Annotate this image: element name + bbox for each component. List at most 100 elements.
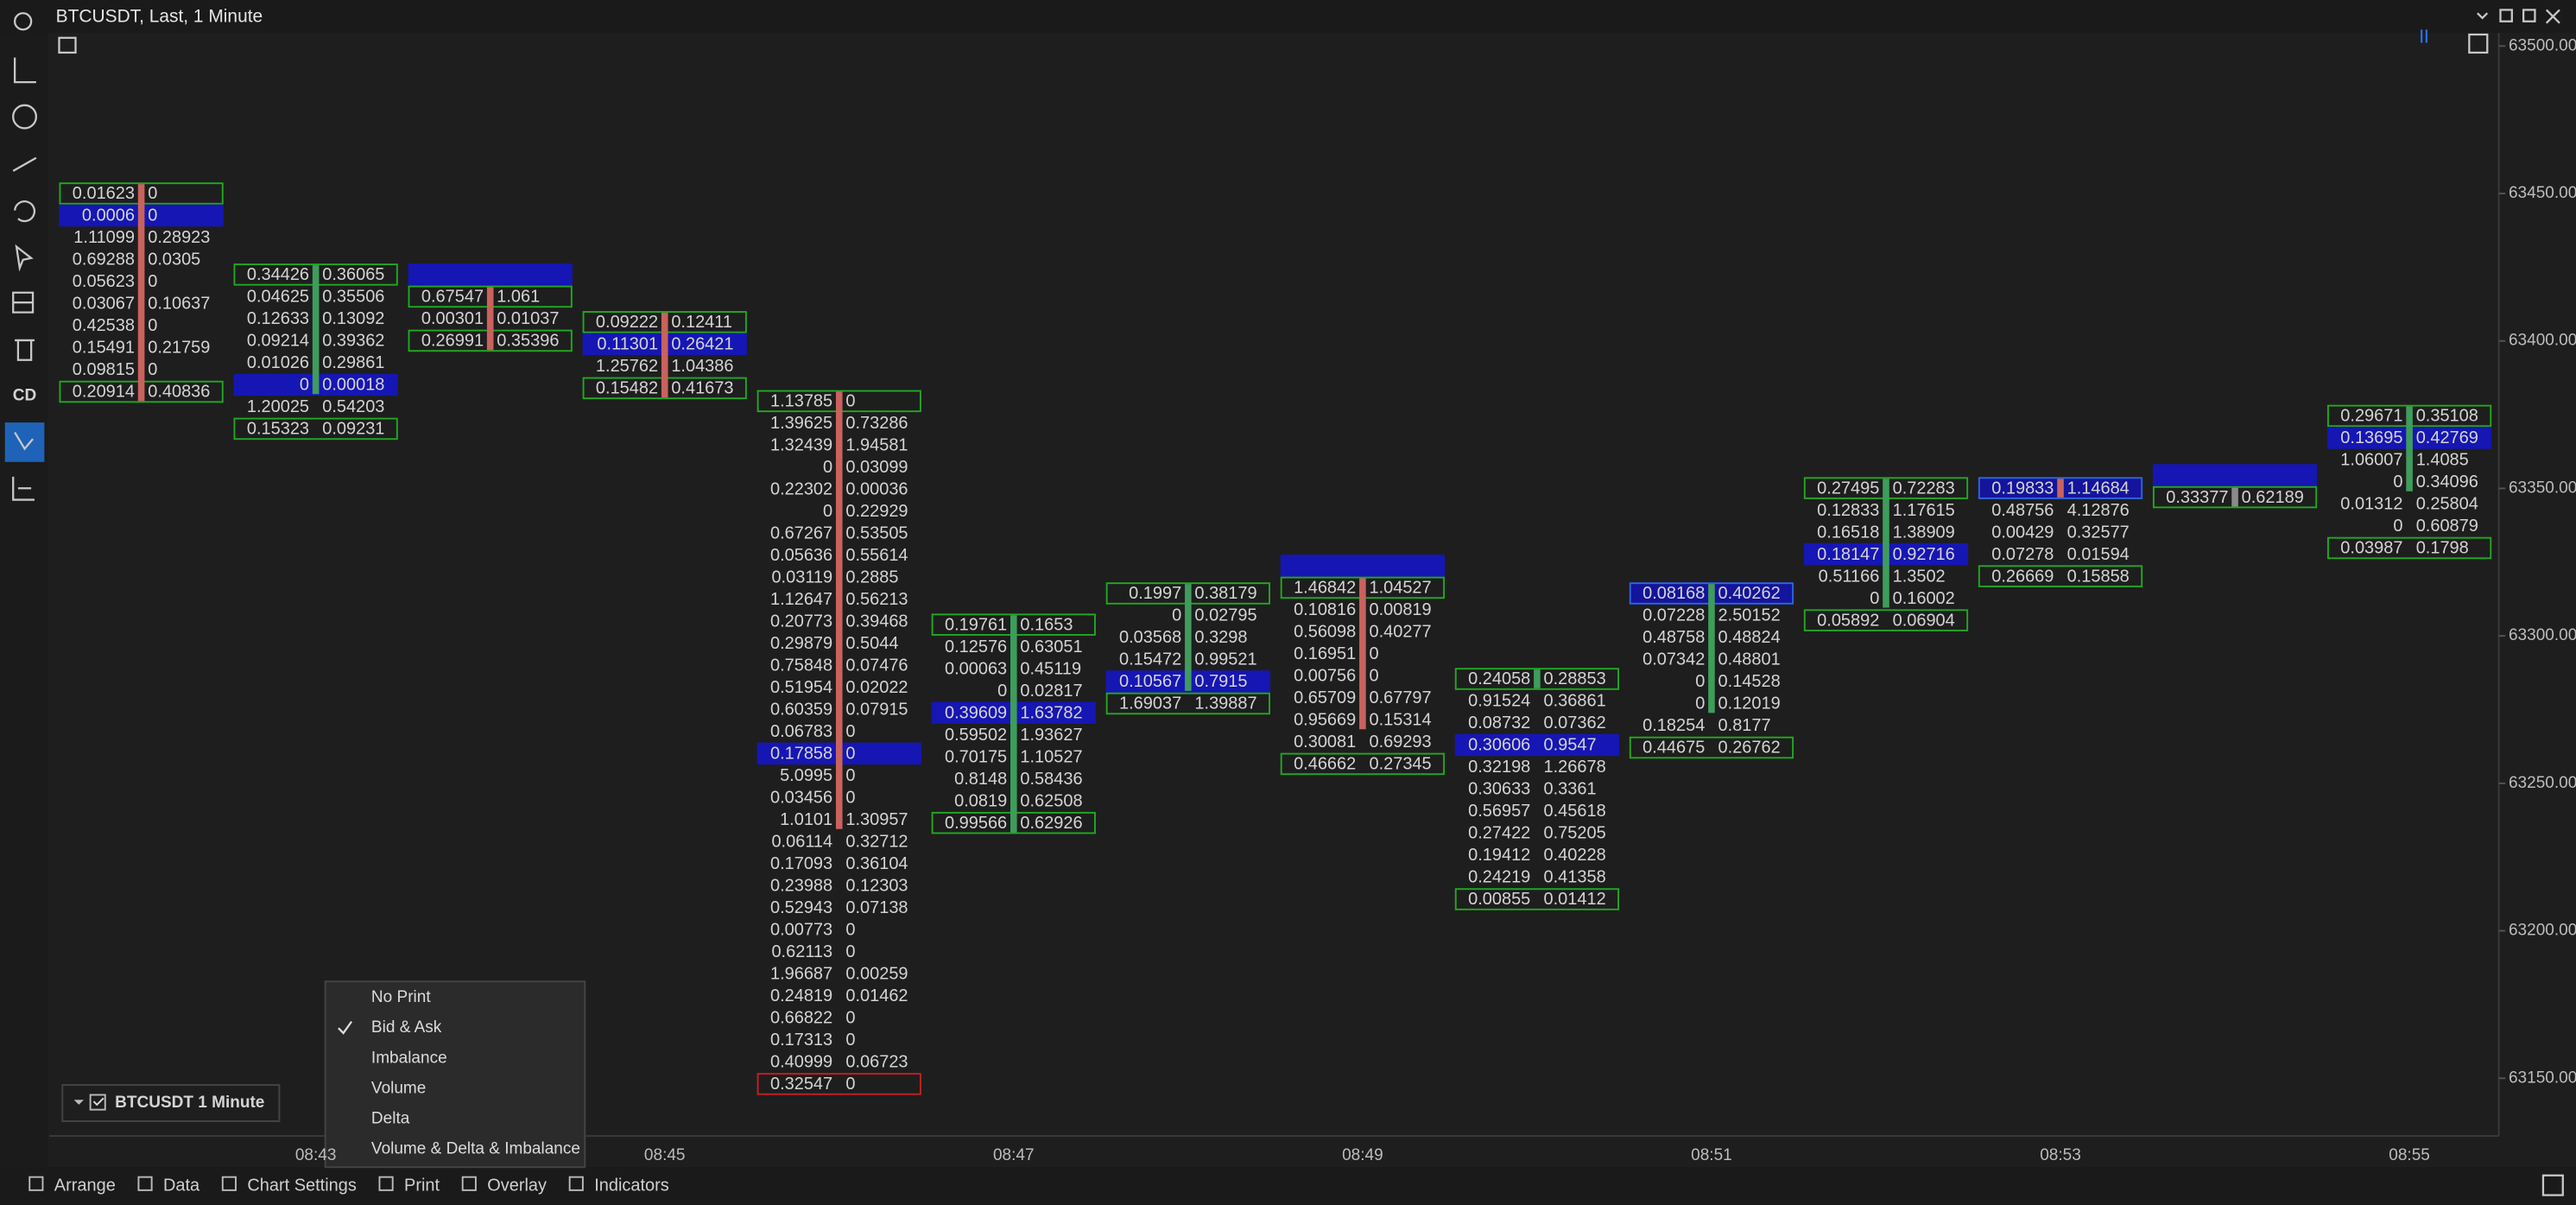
bid-value: 0.30633 bbox=[1468, 780, 1530, 799]
ask-value: 1.10527 bbox=[1020, 747, 1082, 766]
footprint-column: 0.67547 1.061 0.00301 0.01037 0.26991 0.35396 bbox=[408, 263, 573, 352]
maximize-icon[interactable] bbox=[2522, 9, 2536, 22]
candle-body bbox=[312, 265, 320, 395]
title-bar bbox=[0, 0, 2576, 34]
ask-value: 0.40277 bbox=[1369, 623, 1431, 642]
bid-value: 0.30606 bbox=[1468, 736, 1530, 755]
toolbar-icon[interactable] bbox=[28, 1176, 44, 1191]
bid-value: 0.56098 bbox=[1294, 623, 1356, 642]
ruler-tool[interactable] bbox=[13, 57, 36, 84]
bid-value: 0.08732 bbox=[1468, 713, 1530, 733]
menu-item[interactable]: Delta bbox=[371, 1109, 410, 1127]
bid-value: 0.29879 bbox=[770, 634, 832, 653]
legend-arrow[interactable] bbox=[73, 1100, 85, 1105]
bid-value: 1.32439 bbox=[770, 436, 832, 455]
bid-value: 1.69037 bbox=[1119, 694, 1181, 713]
bid-value: 0.01026 bbox=[247, 353, 309, 372]
bid-value: 0.15472 bbox=[1119, 650, 1181, 669]
ask-value: 0 bbox=[148, 206, 157, 225]
ask-value: 0.36104 bbox=[845, 854, 908, 873]
cell-box bbox=[233, 417, 398, 441]
bid-value: 0.00301 bbox=[421, 309, 484, 328]
bid-value: 0.70175 bbox=[945, 747, 1007, 766]
bid-value: 0.12633 bbox=[247, 309, 309, 328]
toolbar-icon[interactable] bbox=[568, 1176, 584, 1191]
ask-value: 0.12019 bbox=[1718, 694, 1781, 713]
ask-value: 1.30957 bbox=[845, 810, 908, 829]
menu-item[interactable]: No Print bbox=[371, 988, 431, 1006]
window-title: BTCUSDT, Last, 1 Minute bbox=[56, 7, 263, 27]
bid-value: 0.01312 bbox=[2340, 495, 2402, 514]
ask-value: 0 bbox=[845, 392, 855, 411]
search-tool[interactable] bbox=[13, 12, 33, 31]
menu-item[interactable]: Volume & Delta & Imbalance bbox=[371, 1139, 580, 1157]
menu-item[interactable]: Volume bbox=[371, 1079, 426, 1097]
panel-toggle[interactable] bbox=[58, 36, 77, 54]
ask-value: 0 bbox=[148, 184, 157, 203]
pointer-tool[interactable] bbox=[15, 244, 34, 272]
dropdown-icon[interactable] bbox=[2477, 12, 2489, 20]
ask-value: 0.40262 bbox=[1718, 584, 1781, 603]
ask-value: 0.12411 bbox=[671, 313, 732, 332]
toolbar-icon[interactable] bbox=[378, 1176, 394, 1191]
toolbar-item[interactable]: Arrange bbox=[54, 1176, 116, 1195]
bid-value: 0.18254 bbox=[1642, 716, 1705, 735]
legend-checkbox[interactable] bbox=[89, 1094, 106, 1111]
candle-body bbox=[1185, 584, 1192, 691]
scale-tool[interactable] bbox=[12, 476, 35, 501]
close-icon[interactable] bbox=[2545, 9, 2560, 24]
print-menu: No Print Bid & Ask Imbalance Volume Delta Vol… bbox=[324, 980, 586, 1169]
ask-value: 0 bbox=[845, 1031, 855, 1050]
ask-value: 0.00259 bbox=[845, 965, 908, 984]
layers-tool[interactable] bbox=[12, 291, 35, 314]
bid-value: 0.24219 bbox=[1468, 868, 1530, 887]
toolbar-item[interactable]: Indicators bbox=[594, 1176, 669, 1195]
bid-value: 1.12647 bbox=[770, 590, 832, 609]
bid-value: 0 bbox=[1172, 606, 1181, 625]
ask-value: 0.3361 bbox=[1544, 780, 1597, 799]
toolbar-icon[interactable] bbox=[221, 1176, 237, 1191]
restore-icon[interactable] bbox=[2499, 9, 2513, 22]
legend[interactable]: BTCUSDT 1 Minute bbox=[61, 1084, 281, 1122]
ask-value: 0.62926 bbox=[1020, 814, 1082, 833]
panel-toggle-right[interactable] bbox=[2468, 33, 2489, 54]
ask-value: 0.02795 bbox=[1194, 606, 1256, 625]
window-controls[interactable] bbox=[2477, 9, 2560, 24]
active-tool[interactable] bbox=[4, 422, 45, 462]
candle-body bbox=[1359, 578, 1366, 730]
bid-value: 0.51954 bbox=[770, 678, 832, 697]
toolbar-item[interactable]: Print bbox=[404, 1176, 440, 1195]
ask-value: 0.28923 bbox=[148, 228, 210, 247]
bid-value: 5.0995 bbox=[780, 766, 832, 785]
cell-box bbox=[1629, 736, 1794, 759]
settings-icon[interactable] bbox=[2541, 1174, 2564, 1196]
line-tool[interactable] bbox=[12, 156, 37, 172]
bid-value: 0 bbox=[823, 458, 832, 477]
cd-tool[interactable]: CD bbox=[13, 387, 36, 405]
menu-item[interactable]: Bid & Ask bbox=[371, 1018, 442, 1037]
refresh-tool[interactable] bbox=[13, 200, 35, 223]
ask-value: 0.7915 bbox=[1194, 672, 1247, 691]
toolbar-item[interactable]: Overlay bbox=[487, 1176, 547, 1195]
ask-value: 0.38179 bbox=[1194, 584, 1256, 603]
delete-tool[interactable] bbox=[15, 339, 35, 361]
left-toolbar bbox=[0, 33, 48, 1168]
cell-box bbox=[1978, 477, 2143, 499]
ask-value: 0.00819 bbox=[1369, 600, 1431, 619]
bid-value: 0.10567 bbox=[1119, 672, 1181, 691]
ask-value: 0.92716 bbox=[1893, 545, 1955, 564]
toolbar-icon[interactable] bbox=[461, 1176, 477, 1191]
menu-item[interactable]: Imbalance bbox=[371, 1049, 447, 1067]
ask-value: 0.00036 bbox=[845, 480, 908, 499]
ask-value: 0.27345 bbox=[1369, 755, 1431, 774]
marker-tool[interactable] bbox=[12, 104, 37, 130]
ask-value: 0.40228 bbox=[1544, 846, 1606, 865]
toolbar-icon[interactable] bbox=[137, 1176, 153, 1191]
bid-value: 0.19412 bbox=[1468, 846, 1530, 865]
bid-value: 0.67547 bbox=[421, 288, 484, 307]
menu-panel bbox=[324, 980, 586, 1169]
toolbar-item[interactable]: Data bbox=[163, 1176, 200, 1195]
ask-value: 0.01594 bbox=[2067, 545, 2130, 564]
toolbar-item[interactable]: Chart Settings bbox=[247, 1176, 357, 1195]
